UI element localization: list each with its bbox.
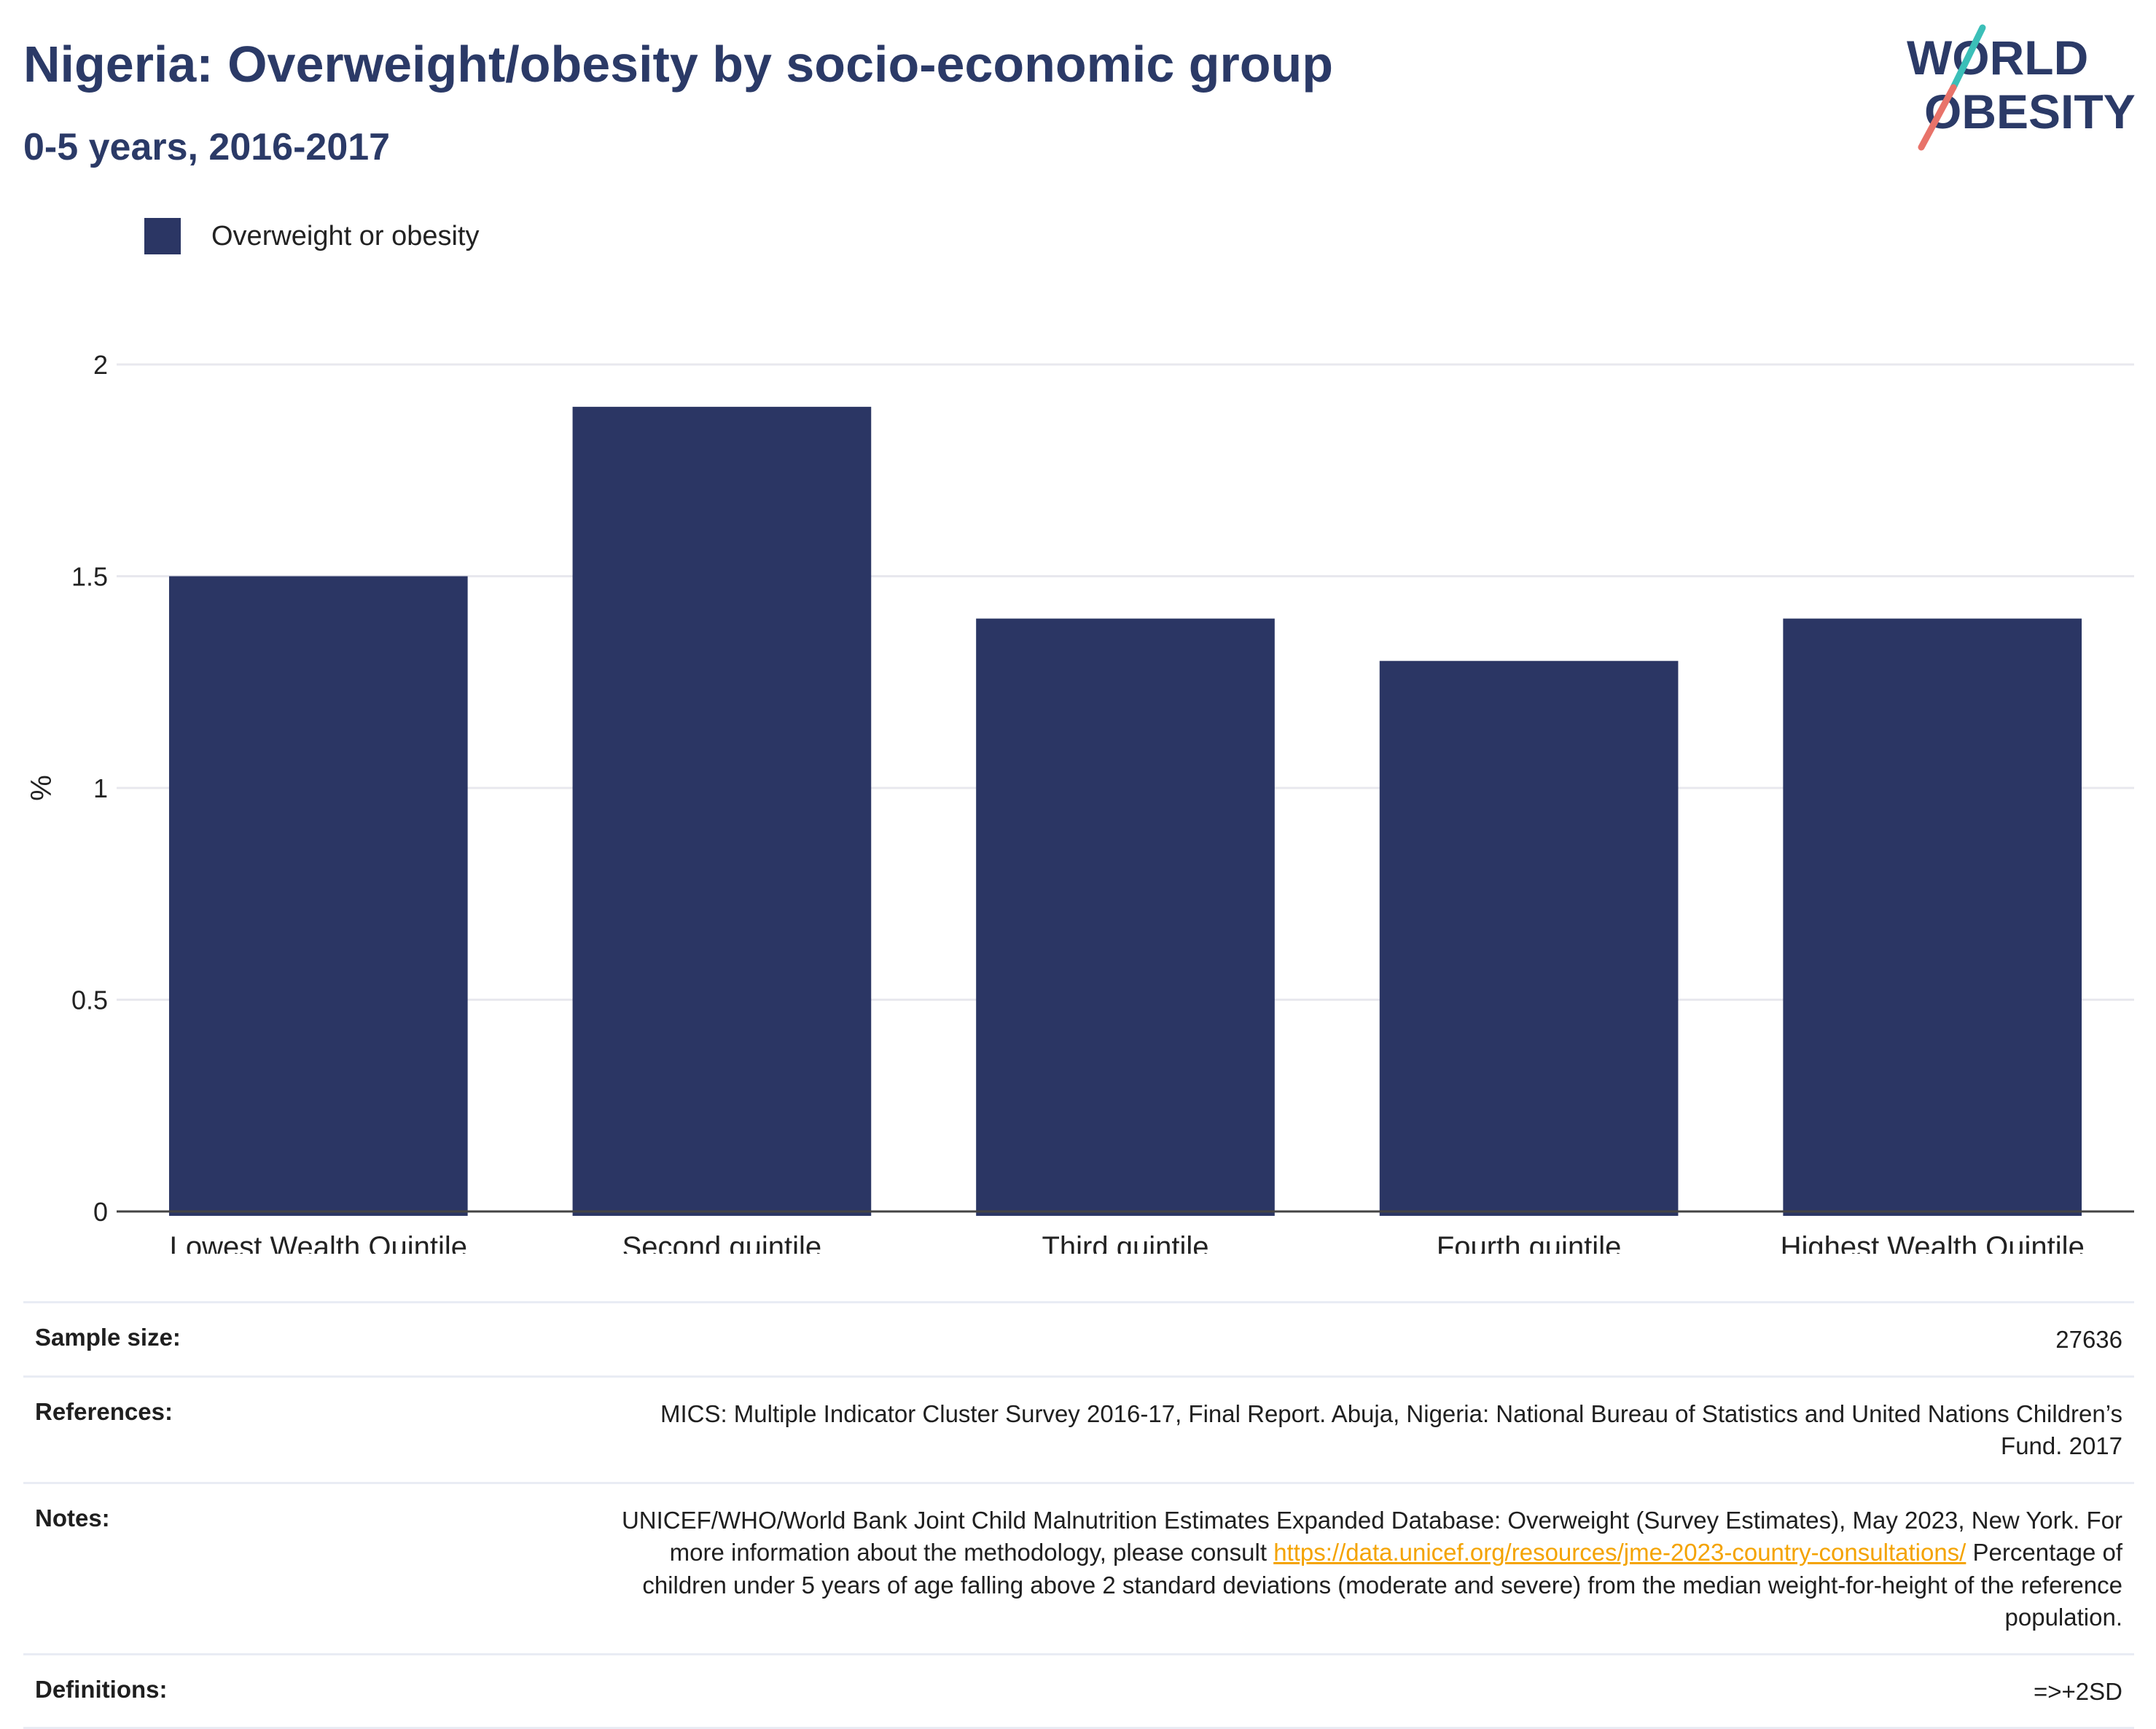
x-tick-label: Highest Wealth Quintile xyxy=(1781,1231,2085,1254)
notes-text-after: Percentage of children under 5 years of … xyxy=(642,1539,2122,1631)
notes-value: UNICEF/WHO/World Bank Joint Child Malnut… xyxy=(606,1504,2122,1634)
y-tick-label: 0.5 xyxy=(71,986,108,1015)
notes-text-before: UNICEF/WHO/World Bank Joint Child Malnut… xyxy=(621,1506,2122,1566)
references-key: References: xyxy=(35,1397,173,1425)
y-tick-label: 0 xyxy=(93,1197,108,1227)
bar xyxy=(1783,618,2082,1216)
x-tick-label: Fourth quintile xyxy=(1437,1231,1621,1254)
notes-key: Notes: xyxy=(35,1504,110,1531)
chart-legend[interactable]: Overweight or obesity xyxy=(144,216,480,257)
x-tick-label: Lowest Wealth Quintile xyxy=(170,1231,467,1254)
sample-size-value: 27636 xyxy=(2055,1326,2122,1353)
logo-slash-bottom xyxy=(1918,84,1957,151)
logo-line1: WORLD xyxy=(1907,31,2088,85)
bar xyxy=(572,407,872,1216)
info-row-definitions: Definitions: =>+2SD xyxy=(23,1652,2134,1729)
info-table: Sample size: 27636 References: MICS: Mul… xyxy=(23,1301,2134,1729)
info-row-notes: Notes: UNICEF/WHO/World Bank Joint Child… xyxy=(23,1481,2134,1653)
y-tick-label: 1 xyxy=(93,773,108,803)
y-tick-label: 1.5 xyxy=(71,562,108,592)
logo-line2: OBESITY xyxy=(1924,85,2136,138)
bar-chart-svg: 0 0.5 1 1.5 2% Lowest Wealth Quintile Second q… xyxy=(26,350,2134,1263)
y-tick-label: 2 xyxy=(93,350,108,380)
y-axis-label: % xyxy=(26,775,58,801)
notes-link[interactable]: https://data.unicef.org/resources/jme-20… xyxy=(1273,1539,1966,1566)
bar xyxy=(168,576,468,1216)
bar xyxy=(1379,660,1679,1216)
bar xyxy=(976,618,1275,1216)
world-obesity-logo: WORLD OBESITY xyxy=(1895,22,2136,153)
definitions-key: Definitions: xyxy=(35,1675,168,1703)
legend-swatch xyxy=(144,218,181,254)
legend-label: Overweight or obesity xyxy=(211,220,480,251)
chart-title: Nigeria: Overweight/obesity by socio-eco… xyxy=(23,36,1333,93)
x-tick-label: Third quintile xyxy=(1042,1231,1208,1254)
x-tick-label: Second quintile xyxy=(622,1231,822,1254)
sample-size-key: Sample size: xyxy=(35,1324,181,1351)
definitions-value: =>+2SD xyxy=(2033,1677,2122,1705)
logo-slash-top xyxy=(1950,24,1986,91)
bar-chart: 0 0.5 1 1.5 2% Lowest Wealth Quintile Second q… xyxy=(0,306,2156,1263)
info-row-references: References: MICS: Multiple Indicator Clu… xyxy=(23,1375,2134,1482)
chart-subtitle: 0-5 years, 2016-2017 xyxy=(23,126,391,168)
references-value: MICS: Multiple Indicator Cluster Survey … xyxy=(660,1400,2122,1460)
info-row-sample-size: Sample size: 27636 xyxy=(23,1301,2134,1375)
